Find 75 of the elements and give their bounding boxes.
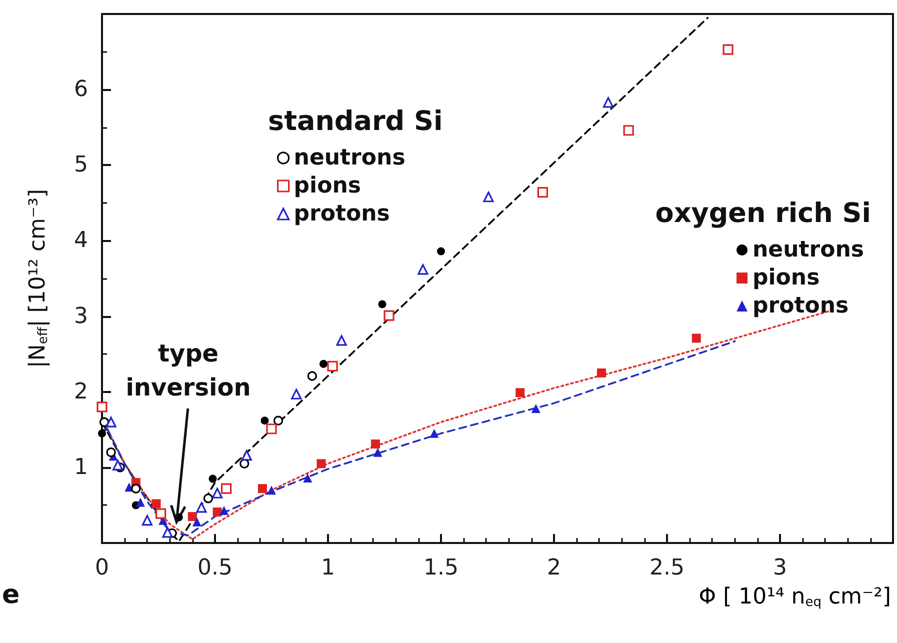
text: oxygen rich Si — [655, 198, 872, 229]
y-tick-label: 1 — [74, 454, 88, 480]
point — [112, 460, 124, 470]
point — [303, 474, 312, 483]
y-tick-label: 5 — [74, 152, 88, 178]
point — [241, 450, 252, 461]
legend-label: pions — [752, 266, 820, 290]
y-tick-label: 2 — [74, 379, 88, 404]
point — [260, 416, 269, 425]
point — [378, 300, 386, 308]
point — [267, 486, 276, 495]
point — [516, 388, 525, 398]
point — [212, 488, 223, 498]
point — [418, 264, 428, 275]
point — [483, 192, 494, 202]
legend-label: protons — [294, 202, 390, 226]
legend-label: neutrons — [752, 238, 864, 262]
point — [327, 360, 338, 372]
x-tick-label: 0 — [95, 556, 109, 580]
text: standard Si — [268, 106, 443, 137]
point — [221, 483, 232, 494]
text: e — [2, 580, 20, 610]
point — [316, 459, 326, 468]
point — [99, 417, 110, 427]
legend-label: neutrons — [294, 146, 406, 170]
point — [266, 424, 277, 434]
point — [319, 360, 328, 368]
point — [208, 474, 217, 483]
point — [602, 97, 614, 108]
point — [273, 416, 284, 426]
point — [142, 515, 152, 526]
point — [537, 187, 548, 198]
y-tick-label: 3 — [74, 304, 88, 329]
point — [437, 247, 445, 256]
point — [196, 502, 207, 513]
point — [531, 404, 540, 413]
point — [106, 448, 116, 458]
x-tick-label: 2.5 — [650, 556, 684, 580]
x-tick-label: 1 — [321, 556, 335, 580]
point — [188, 512, 197, 522]
point — [384, 310, 394, 321]
point — [131, 484, 141, 494]
y-axis-title: |Neff| [10¹² cm⁻³] — [26, 189, 51, 368]
point — [98, 429, 106, 438]
point — [596, 368, 606, 378]
point — [203, 494, 214, 504]
point — [336, 335, 347, 346]
point — [152, 499, 161, 508]
point — [623, 125, 634, 136]
point — [220, 506, 229, 516]
point — [192, 517, 202, 526]
x-tick-label: 1.5 — [424, 556, 458, 580]
point — [136, 498, 145, 507]
x-tick-label: 2 — [547, 556, 561, 580]
legend-label: pions — [294, 174, 361, 198]
y-tick-label: 4 — [74, 228, 88, 254]
point — [291, 388, 302, 400]
point — [307, 371, 317, 381]
point — [370, 440, 380, 448]
y-tick-label: 6 — [74, 77, 88, 102]
point — [722, 44, 734, 55]
point — [212, 508, 222, 517]
point — [240, 458, 250, 468]
point — [258, 484, 267, 494]
x-tick-label: 3 — [773, 556, 787, 580]
x-tick-label: 0.5 — [198, 556, 232, 580]
point — [106, 416, 116, 428]
legend-label: protons — [752, 294, 849, 318]
annotation: type inversion — [126, 340, 251, 402]
point — [155, 508, 166, 519]
point — [430, 428, 439, 438]
point — [96, 402, 108, 412]
point — [692, 334, 701, 343]
point — [162, 527, 173, 538]
point — [373, 448, 382, 457]
